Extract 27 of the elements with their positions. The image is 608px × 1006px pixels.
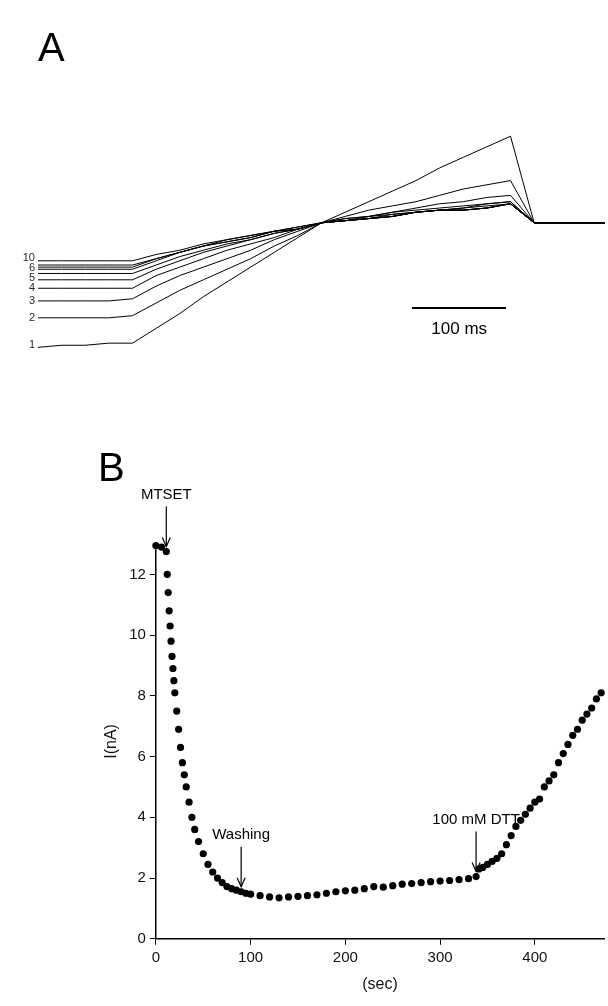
y-tick-label: 4 xyxy=(137,807,146,825)
annotation: Washing xyxy=(212,825,271,843)
y-axis-title: I(nA) xyxy=(102,724,120,759)
series-label: 6 xyxy=(28,261,35,274)
x-tick-label: 400 xyxy=(522,947,548,965)
x-tick-label: 100 xyxy=(238,947,264,965)
series-label: 4 xyxy=(28,281,35,294)
y-tick-label: 8 xyxy=(137,685,146,703)
annotation: 100 ms xyxy=(430,318,489,339)
annotation: 100 mM DTT xyxy=(432,810,520,828)
series-label: 1 xyxy=(28,338,35,351)
x-tick-label: 0 xyxy=(151,947,161,965)
x-tick-label: 300 xyxy=(427,947,453,965)
x-axis-title: (sec) xyxy=(362,974,398,992)
series-label: 10 xyxy=(22,251,35,264)
series-label: 5 xyxy=(28,271,35,284)
series-label: 3 xyxy=(28,293,35,306)
y-tick-label: 6 xyxy=(137,746,146,764)
y-tick-label: 0 xyxy=(137,928,146,946)
chart-title: B xyxy=(98,445,125,490)
x-tick-label: 200 xyxy=(332,947,358,965)
y-tick-label: 12 xyxy=(129,564,146,582)
chart-title: A xyxy=(38,25,65,70)
annotation: MTSET xyxy=(140,485,192,503)
y-tick-label: 10 xyxy=(129,625,146,643)
series-label: 2 xyxy=(28,310,35,323)
y-tick-label: 2 xyxy=(137,868,146,886)
